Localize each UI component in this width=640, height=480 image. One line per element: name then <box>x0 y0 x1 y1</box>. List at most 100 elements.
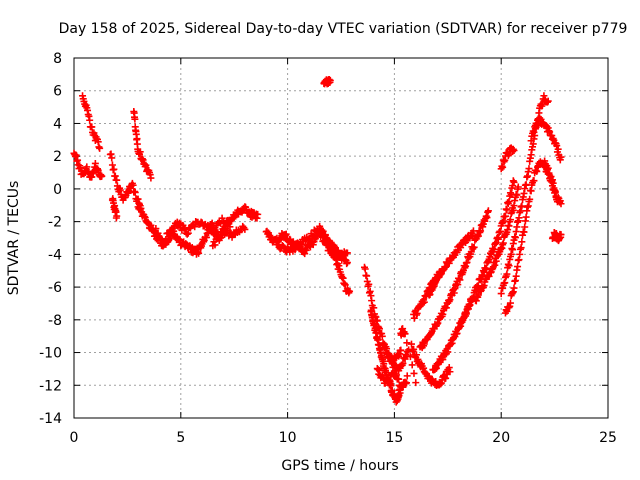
data-point <box>526 195 534 203</box>
series-arc-evening-a <box>527 114 565 164</box>
data-point <box>410 369 418 377</box>
data-point <box>521 223 529 231</box>
data-point <box>412 351 420 359</box>
data-point <box>343 249 351 257</box>
data-point <box>510 178 518 186</box>
data-point <box>454 281 462 289</box>
data-point <box>514 183 522 191</box>
data-point <box>142 161 150 169</box>
data-point <box>544 97 552 105</box>
data-point <box>147 174 155 182</box>
data-point <box>525 165 533 173</box>
y-tick-label: 8 <box>53 51 62 67</box>
data-point <box>446 368 454 376</box>
x-tick-label: 5 <box>176 430 185 446</box>
data-point <box>403 339 411 347</box>
data-point <box>346 287 354 295</box>
data-point <box>444 348 452 356</box>
data-point <box>503 206 511 214</box>
data-point <box>408 361 416 369</box>
chart-title: Day 158 of 2025, Sidereal Day-to-day VTE… <box>59 21 628 37</box>
data-point <box>499 239 507 247</box>
data-point <box>442 374 450 382</box>
data-point <box>98 172 106 180</box>
series-arc-early-b <box>79 92 104 152</box>
data-point <box>491 261 499 269</box>
y-tick-label: -6 <box>48 280 62 296</box>
y-axis-label: SDTVAR / TECUs <box>6 181 22 296</box>
data-point <box>501 212 509 220</box>
data-point <box>506 216 514 224</box>
data-point <box>509 246 517 254</box>
series-arc-recovery-c <box>416 207 492 352</box>
data-point <box>557 153 565 161</box>
x-tick-label: 0 <box>70 430 79 446</box>
grid-lines <box>74 58 608 418</box>
data-point <box>211 241 219 249</box>
data-point <box>494 235 502 243</box>
data-point <box>86 116 94 124</box>
x-axis-label: GPS time / hours <box>281 458 398 474</box>
series-arc-midday-c <box>316 222 354 297</box>
series-arc-isolated <box>320 76 334 88</box>
series-arc-evening-c <box>548 229 565 245</box>
y-tick-label: -12 <box>39 378 62 394</box>
data-point <box>403 379 411 387</box>
y-tick-label: -4 <box>48 247 62 263</box>
data-point <box>557 200 565 208</box>
data-point <box>553 142 561 150</box>
data-point <box>511 234 519 242</box>
data-point <box>403 372 411 380</box>
data-point <box>110 165 118 173</box>
data-point <box>76 164 84 172</box>
data-point <box>456 276 464 284</box>
series-arc-early-a <box>70 149 106 181</box>
data-point <box>557 231 565 239</box>
plot-frame <box>73 57 609 419</box>
series-arc-dip-d <box>380 341 405 367</box>
data-point <box>506 299 514 307</box>
data-point <box>309 232 317 240</box>
data-point <box>129 181 137 189</box>
y-tick-label: 6 <box>53 84 62 100</box>
data-point <box>341 281 349 289</box>
data-point <box>72 151 80 159</box>
series-arc-point <box>397 325 420 387</box>
y-tick-label: 2 <box>53 149 62 165</box>
data-point <box>291 246 299 254</box>
data-point <box>361 265 369 273</box>
data-point <box>343 259 351 267</box>
data-point <box>131 188 139 196</box>
series-arc-afternoon-b <box>472 183 522 305</box>
y-tick-label: 4 <box>53 116 62 132</box>
data-point <box>184 229 192 237</box>
series-arc-early-c <box>106 150 144 210</box>
data-point <box>522 213 530 221</box>
data-point <box>195 249 203 257</box>
data-point <box>96 144 104 152</box>
x-tick-label: 20 <box>492 430 510 446</box>
series-arc-early-e <box>130 107 155 182</box>
data-points <box>70 76 565 406</box>
data-point <box>554 145 562 153</box>
series-arc-dip-a <box>367 306 405 406</box>
data-point <box>370 304 378 312</box>
data-point <box>505 262 513 270</box>
series-arc-afternoon-a <box>454 177 518 332</box>
series-arc-evening-b <box>540 163 565 208</box>
data-point <box>378 332 386 340</box>
data-point <box>530 177 538 185</box>
data-point <box>510 147 518 155</box>
data-point <box>321 231 329 239</box>
data-point <box>397 346 405 354</box>
data-point <box>513 191 521 199</box>
data-point <box>281 247 289 255</box>
data-point <box>254 210 262 218</box>
data-point <box>503 270 511 278</box>
data-point <box>395 375 403 383</box>
x-tick-label: 25 <box>599 430 617 446</box>
data-point <box>512 272 520 280</box>
data-point <box>420 298 428 306</box>
